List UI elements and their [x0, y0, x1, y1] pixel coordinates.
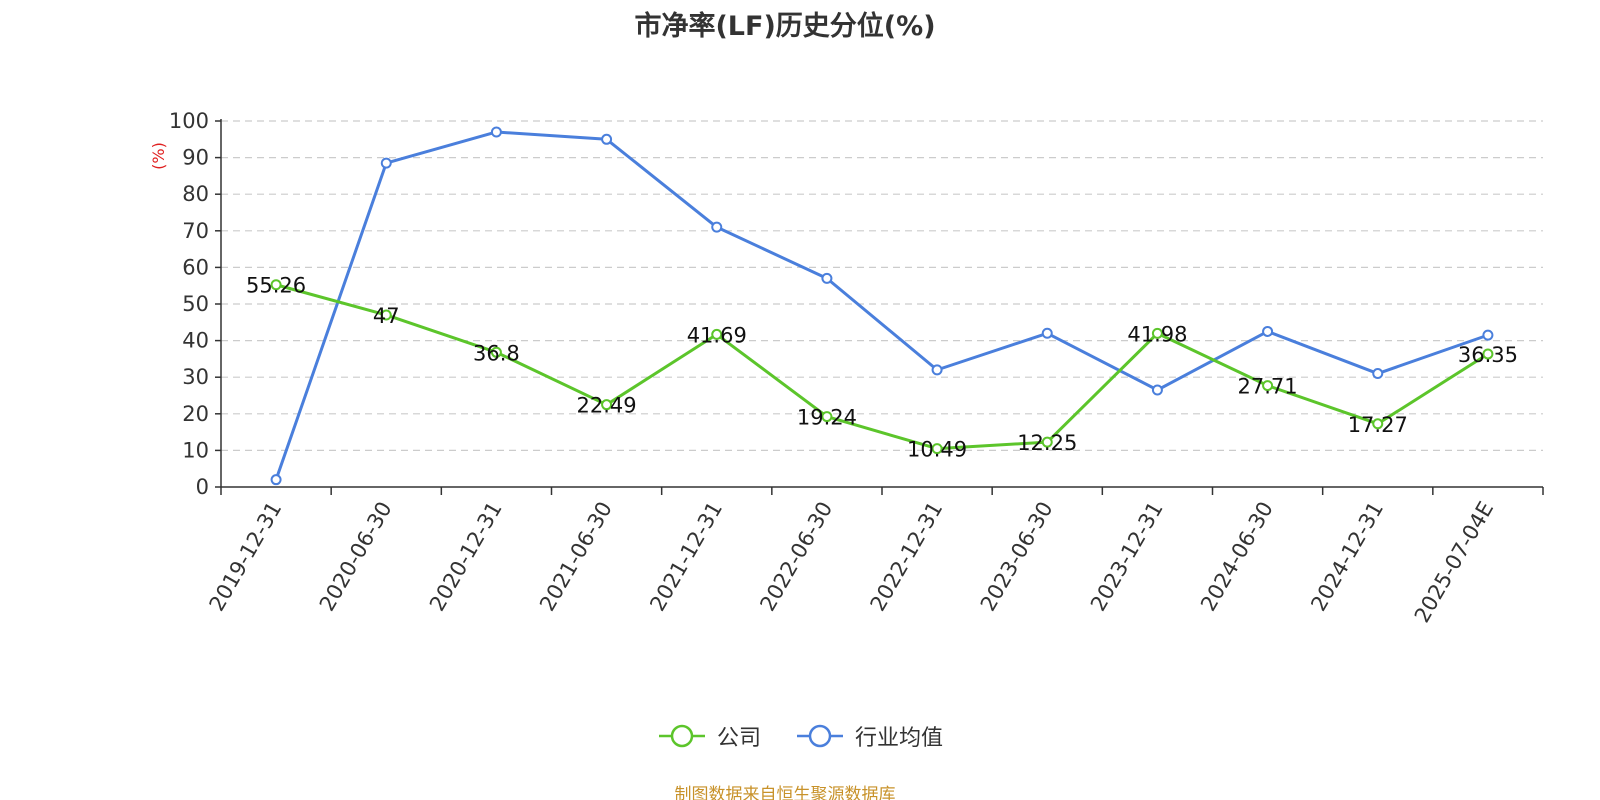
x-tick-label: 2024-06-30 — [1196, 498, 1278, 616]
data-label: 22.49 — [577, 394, 637, 418]
series-0-point — [931, 443, 943, 455]
series-1-point — [270, 474, 282, 486]
y-tick-label-60: 60 — [182, 255, 209, 279]
series-1-point — [711, 221, 723, 233]
y-tick-label-70: 70 — [182, 219, 209, 243]
legend-item-industry[interactable]: 行业均值 — [795, 720, 943, 752]
series-1-point — [1151, 384, 1163, 396]
x-tick-label: 2020-12-31 — [425, 497, 507, 615]
y-tick-label-20: 20 — [182, 402, 209, 426]
series-1-point — [490, 126, 502, 138]
series-0-point — [270, 279, 282, 291]
legend-label-industry: 行业均值 — [855, 726, 944, 751]
data-label: 41.69 — [687, 323, 747, 347]
x-tick-label: 2021-12-31 — [645, 498, 727, 616]
x-tick-label: 2024-12-31 — [1306, 498, 1388, 616]
series-0-point — [1041, 436, 1053, 448]
x-tick-label: 2023-06-30 — [976, 498, 1058, 616]
series-0-point — [601, 399, 613, 411]
y-tick-label-30: 30 — [182, 365, 209, 389]
series-line-1 — [274, 130, 1489, 481]
x-tick-label: 2022-12-31 — [866, 497, 948, 615]
x-tick-label: 2023-12-31 — [1086, 498, 1168, 616]
legend: 公司 行业均值 — [0, 720, 1600, 752]
series-1-point — [821, 272, 833, 284]
series-0-point — [711, 328, 723, 340]
y-tick-label-10: 10 — [182, 438, 209, 462]
x-tick-label: 2025-07-04E — [1410, 498, 1498, 627]
series-0-point — [380, 309, 392, 321]
series-0-point — [1372, 418, 1384, 430]
y-tick-label-50: 50 — [182, 292, 209, 316]
data-label: 17.27 — [1348, 413, 1408, 437]
data-label: 41.98 — [1127, 322, 1187, 346]
legend-marker — [808, 724, 832, 748]
series-0-point — [1262, 380, 1274, 392]
series-1-point — [1262, 325, 1274, 337]
y-tick-label-40: 40 — [182, 329, 209, 353]
series-1-point — [1372, 368, 1384, 380]
series-0-point — [1482, 348, 1494, 360]
series-1-point — [1482, 329, 1494, 341]
series-0-point — [821, 411, 833, 423]
source-note: 制图数据来自恒生聚源数据库 — [674, 785, 896, 800]
series-line-0 — [275, 283, 1489, 451]
data-label: 36.35 — [1458, 343, 1518, 367]
x-tick-label: 2021-06-30 — [535, 498, 617, 616]
x-tick-label: 2019-12-31 — [205, 498, 287, 616]
series-0-point — [1151, 327, 1163, 339]
series-1-point — [380, 157, 392, 169]
y-axis-label: (%) — [149, 142, 168, 170]
y-tick-label-80: 80 — [182, 182, 209, 206]
data-label: 10.49 — [907, 438, 967, 462]
x-tick-label: 2022-06-30 — [755, 498, 837, 616]
legend-item-company[interactable]: 公司 — [657, 720, 761, 752]
y-tick-label-0: 0 — [196, 475, 209, 499]
y-tick-label-100: 100 — [169, 109, 209, 133]
y-tick-label-90: 90 — [182, 146, 209, 170]
data-label: 36.8 — [473, 341, 520, 365]
x-tick-label: 2020-06-30 — [315, 498, 397, 616]
data-label: 27.71 — [1238, 375, 1298, 399]
chart-title: 市净率(LF)历史分位(%) — [634, 11, 936, 42]
series-0-point — [490, 346, 502, 358]
legend-marker — [670, 724, 694, 748]
series-1-point — [1041, 327, 1053, 339]
legend-swatch-company — [658, 724, 705, 748]
data-label: 19.24 — [797, 406, 857, 430]
data-label: 55.26 — [246, 274, 306, 298]
legend-swatch-industry — [797, 724, 843, 748]
legend-label-company: 公司 — [716, 726, 761, 751]
data-label: 12.25 — [1017, 431, 1077, 455]
series-1-point — [931, 364, 943, 376]
series-1-point — [601, 133, 613, 145]
data-label: 47 — [373, 304, 400, 328]
